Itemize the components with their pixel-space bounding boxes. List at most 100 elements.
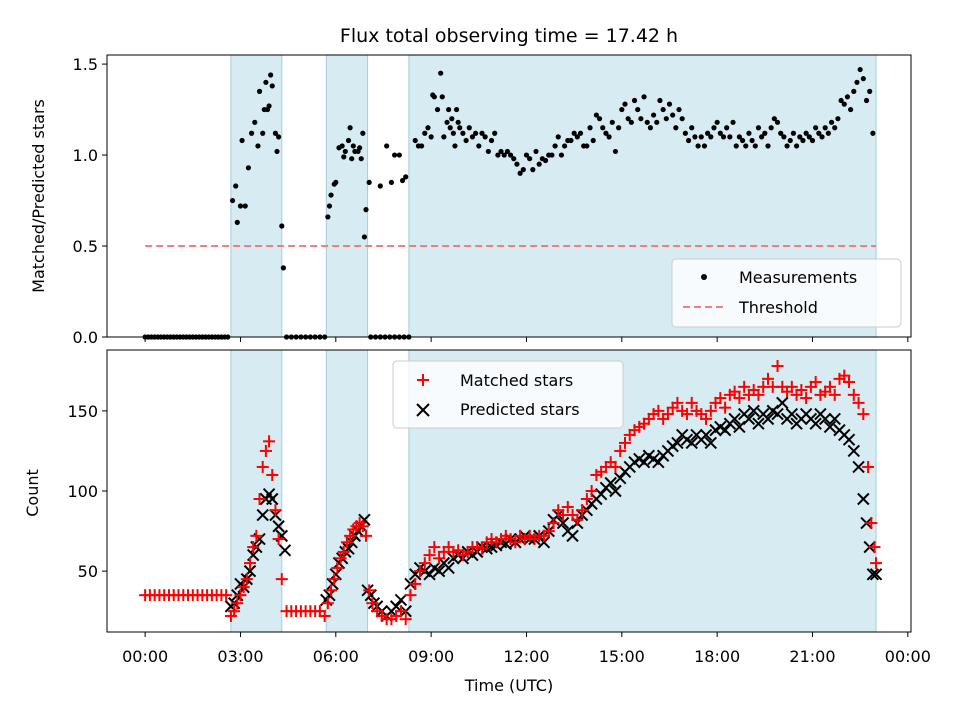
measurement-point (841, 101, 847, 107)
matched-star-point (328, 573, 341, 586)
top-panel: 0.0 0.5 1.0 1.5 Flux total observing time =… (29, 25, 912, 347)
measurement-point (746, 130, 752, 136)
measurement-point (711, 125, 717, 131)
top-axes-frame (106, 54, 912, 338)
measurement-point (419, 143, 425, 149)
predicted-star-point (747, 404, 760, 418)
top-legend-box (671, 258, 902, 328)
measurement-point (596, 116, 603, 122)
shaded-interval (230, 349, 283, 633)
matched-star-point (359, 529, 372, 542)
matched-star-point (256, 460, 269, 473)
matched-star-point (414, 565, 427, 578)
measurement-point (590, 137, 596, 144)
bottom-legend-box (392, 360, 624, 429)
matched-star-point (857, 408, 870, 421)
predicted-star-point (442, 561, 455, 575)
matched-star-point (714, 392, 727, 405)
predicted-star-point (278, 544, 292, 557)
matched-star-point (862, 460, 875, 473)
measurement-point (568, 137, 574, 144)
matched-star-point (234, 589, 247, 602)
measurement-point (657, 97, 663, 104)
measurement-point (832, 125, 838, 131)
measurement-point (698, 134, 704, 140)
measurement-point (806, 134, 812, 140)
matched-star-point (865, 517, 878, 530)
measurement-point (616, 125, 622, 131)
predicted-star-point (671, 436, 684, 450)
measurement-point (787, 137, 793, 144)
measurement-point (447, 125, 453, 131)
matched-star-point (585, 485, 598, 497)
measurement-point (574, 134, 580, 140)
legend-predicted-label: Predicted stars (460, 400, 580, 419)
predicted-star-point (326, 577, 339, 591)
matched-star-point (337, 545, 350, 558)
measurement-point (517, 170, 523, 176)
matched-star-point (661, 408, 674, 421)
measurement-point (476, 143, 482, 149)
measurement-point (446, 106, 452, 113)
measurement-point (609, 119, 615, 125)
measurement-point (813, 125, 819, 131)
matched-star-point (761, 372, 774, 385)
matched-star-point (247, 541, 260, 554)
measurement-point (536, 161, 542, 167)
measurement-point (403, 174, 409, 180)
matched-star-point (428, 541, 441, 554)
measurement-point (654, 119, 660, 125)
measurement-point (272, 130, 279, 136)
x-tick-label: 15:00 (599, 647, 645, 666)
measurement-point (867, 88, 873, 94)
matched-star-point (237, 581, 250, 594)
predicted-star-point (389, 600, 403, 613)
measurement-point (793, 143, 800, 149)
matched-star-point (404, 589, 417, 602)
predicted-star-point (869, 568, 883, 581)
predicted-star-point (566, 529, 579, 543)
measurement-point (673, 125, 679, 131)
measurement-point (625, 116, 631, 122)
measurement-point (498, 148, 504, 155)
matched-star-point (423, 549, 436, 562)
predicted-star-point (699, 428, 713, 442)
y-tick-label: 50 (78, 562, 98, 581)
measurement-point (660, 106, 666, 113)
measurement-point (803, 130, 809, 136)
predicted-star-point (776, 396, 789, 410)
bottom-legend: Matched stars Predicted stars (392, 360, 624, 429)
measurement-point (670, 112, 676, 118)
measurement-point (631, 97, 638, 104)
matched-star-point (852, 396, 865, 409)
measurement-point (549, 152, 555, 158)
matched-star-point (752, 388, 765, 401)
measurement-point (333, 179, 339, 185)
x-tick-label: 00:00 (122, 647, 168, 666)
measurement-point (682, 130, 688, 136)
matched-star-point (704, 404, 717, 417)
measurement-point (255, 143, 261, 149)
legend-matched-label: Matched stars (460, 371, 573, 390)
measurement-point (425, 125, 431, 131)
measurement-point (412, 137, 418, 144)
measurement-point (739, 137, 746, 144)
measurement-point (720, 134, 727, 140)
measurement-point (453, 106, 460, 113)
matched-star-point (334, 552, 347, 565)
predicted-star-point (866, 568, 880, 581)
matched-star-point (785, 380, 798, 393)
predicted-star-point (828, 412, 841, 426)
matched-star-point (868, 541, 881, 554)
measurement-point (452, 143, 458, 149)
measurement-point (455, 119, 461, 125)
matched-star-point (272, 533, 285, 546)
measurement-point (774, 119, 781, 125)
predicted-star-point (847, 444, 861, 458)
measurement-point (606, 134, 612, 140)
measurement-point (809, 137, 816, 144)
x-axis-label: Time (UTC) (464, 676, 553, 695)
matched-star-point (561, 501, 574, 514)
measurement-point (819, 134, 825, 140)
